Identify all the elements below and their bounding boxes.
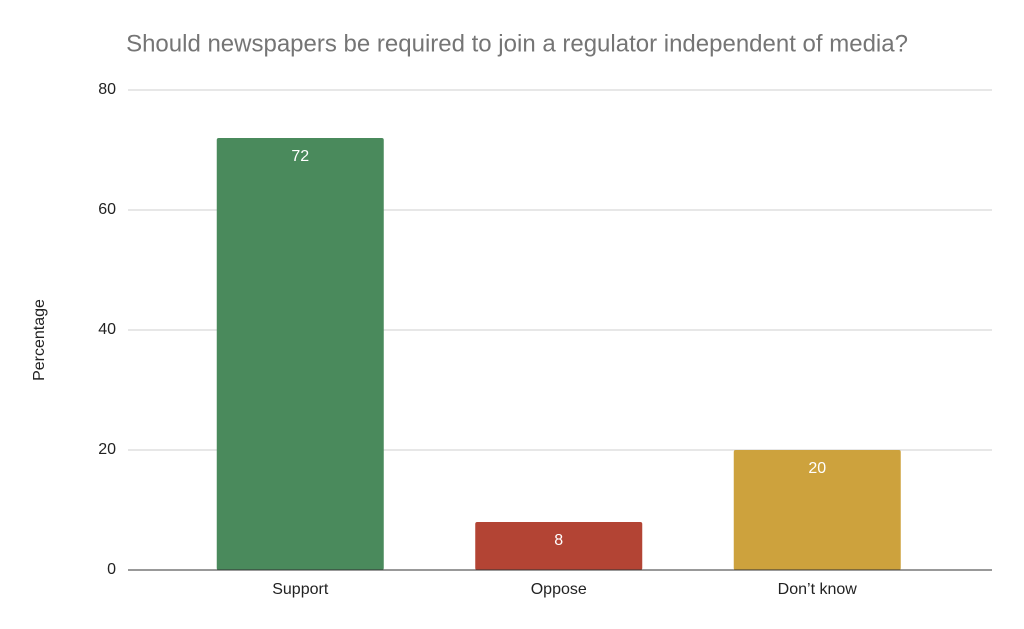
y-tick-label: 80 [98, 81, 116, 98]
data-label: 8 [554, 532, 563, 549]
data-label: 20 [808, 460, 826, 477]
x-tick-label: Oppose [531, 581, 587, 598]
y-tick-label: 0 [107, 561, 116, 578]
bar [733, 450, 901, 570]
data-label: 72 [291, 148, 309, 165]
y-axis-label: Percentage [31, 299, 48, 381]
chart-title: Should newspapers be required to join a … [126, 30, 908, 57]
bar [475, 522, 643, 570]
x-tick-label: Don’t know [778, 581, 858, 598]
y-tick-label: 40 [98, 321, 116, 338]
y-tick-label: 60 [98, 201, 116, 218]
bar [216, 138, 384, 570]
x-tick-label: Support [272, 581, 329, 598]
y-tick-label: 20 [98, 441, 116, 458]
